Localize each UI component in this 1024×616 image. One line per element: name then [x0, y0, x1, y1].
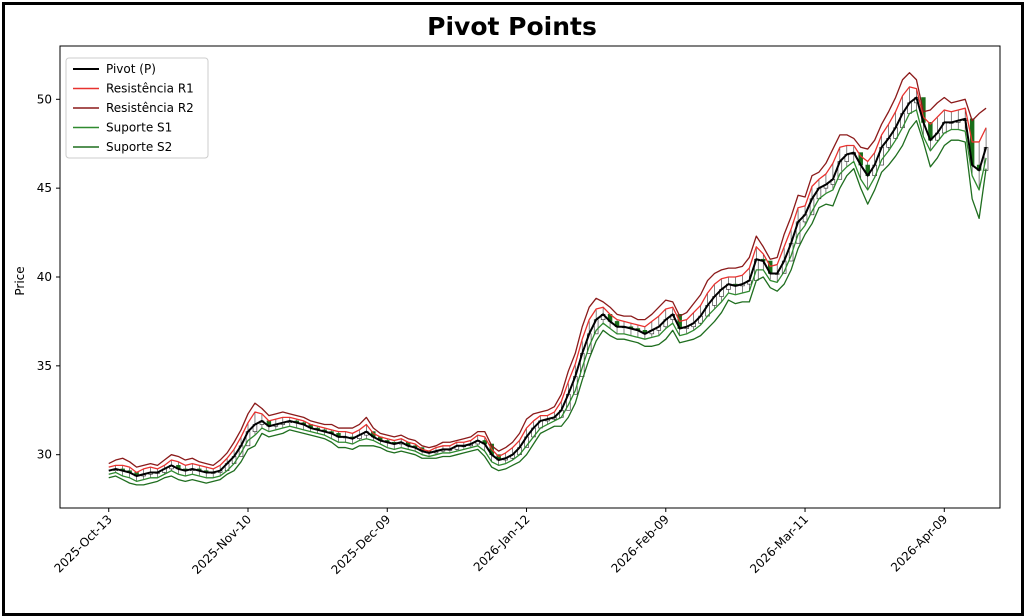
series-line-s2 [108, 119, 987, 486]
x-tick-label: 2026-Apr-09 [888, 512, 950, 574]
series-line-r1 [108, 86, 987, 474]
series-line-pivot [108, 96, 988, 478]
legend-label-s1: Suporte S1 [106, 121, 172, 135]
x-tick-label: 2026-Mar-11 [747, 512, 811, 576]
y-tick-label: 50 [37, 92, 52, 106]
y-tick-label: 45 [37, 181, 52, 195]
y-tick-label: 40 [37, 270, 52, 284]
legend-label-pivot: Pivot (P) [106, 62, 156, 76]
y-tick-label: 35 [37, 359, 52, 373]
series-line-r2 [108, 72, 987, 468]
legend-label-r2: Resistência R2 [106, 101, 194, 115]
chart-title: Pivot Points [427, 12, 597, 41]
x-tick-label: 2025-Nov-10 [189, 512, 254, 577]
legend: Pivot (P) Resistência R1 Resistência R2 Sup… [65, 57, 209, 159]
y-axis-label: Price [13, 266, 27, 295]
legend-label-r1: Resistência R1 [106, 82, 194, 96]
x-tick-label: 2025-Dec-09 [329, 512, 394, 577]
x-tick-label: 2026-Jan-12 [471, 512, 533, 574]
axis-layer: 30 35 40 45 50 2025-Oct-13 2025-Nov-10 2025-Dec… [37, 92, 951, 577]
y-tick-label: 30 [37, 448, 52, 462]
series-layer [108, 72, 989, 486]
x-tick-label: 2025-Oct-13 [52, 512, 115, 575]
series-line-s1 [108, 109, 987, 483]
legend-box [65, 57, 209, 159]
legend-label-s2: Suporte S2 [106, 140, 172, 154]
x-tick-label: 2026-Feb-09 [608, 512, 671, 575]
